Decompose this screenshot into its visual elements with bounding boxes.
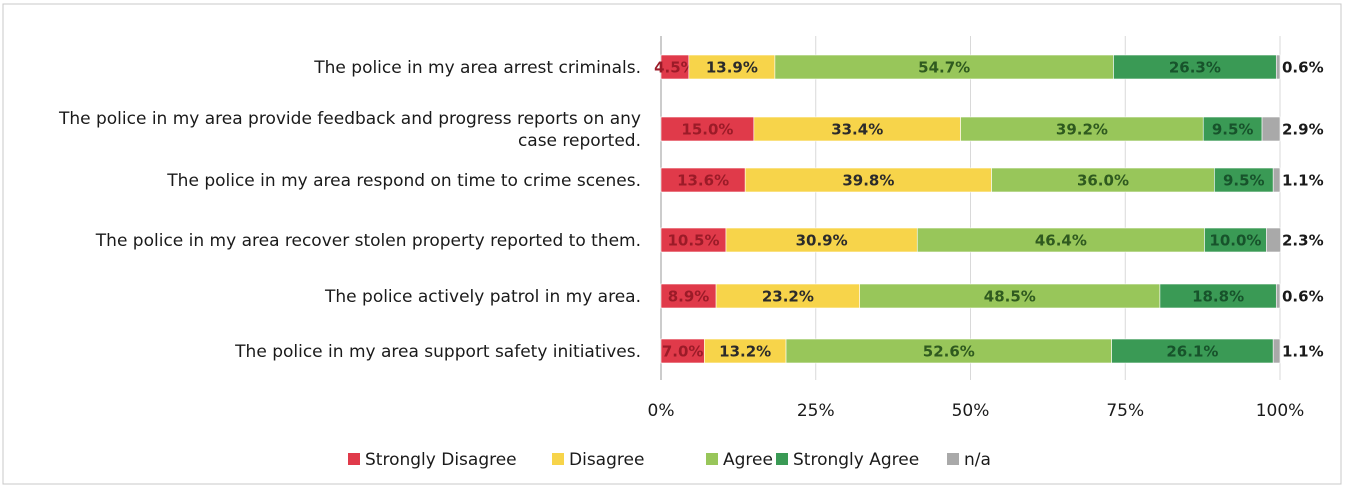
category-label: The police actively patrol in my area.: [324, 287, 641, 307]
x-tick-label: 75%: [1106, 401, 1144, 421]
bar-segment: [660, 283, 717, 309]
x-axis-tick-labels: 0% 25% 50% 75% 100%: [648, 401, 1305, 421]
category-label: The police in my area provide feedback a…: [58, 109, 641, 129]
bar-value-label: 26.3%: [1169, 59, 1221, 77]
x-tick-label: 25%: [797, 401, 835, 421]
bar-value-label: 10.5%: [667, 232, 719, 250]
category-label: The police in my area support safety ini…: [234, 342, 641, 362]
bar-segment: [785, 338, 1112, 364]
bar-segment: [660, 54, 690, 80]
category-labels: The police in my area arrest criminals. T…: [58, 58, 641, 362]
bar-value-label: 0.6%: [1282, 59, 1324, 77]
bar-value-label: 9.5%: [1212, 121, 1254, 139]
bar-value-label: 18.8%: [1192, 288, 1244, 306]
bar-segment: [725, 227, 918, 253]
bar-segment: [774, 54, 1114, 80]
legend-label: Agree: [723, 450, 773, 470]
bar-segment: [1275, 283, 1281, 309]
bar-value-label: 1.1%: [1282, 172, 1324, 190]
bar-segment: [1261, 116, 1281, 142]
bar-value-label: 1.1%: [1282, 343, 1324, 361]
bar-segment: [1272, 167, 1281, 193]
bar-value-label: 4.5%: [654, 59, 696, 77]
bar-segment: [660, 167, 746, 193]
bar-segment: [1266, 227, 1281, 253]
bar-segment: [715, 283, 860, 309]
legend-swatch: [776, 453, 788, 465]
bar-value-label: 13.2%: [719, 343, 771, 361]
bar-segment: [916, 227, 1205, 253]
legend-label: Disagree: [569, 450, 644, 470]
bar-value-label: 2.9%: [1282, 121, 1324, 139]
bar-segment: [960, 116, 1204, 142]
legend-swatch: [706, 453, 718, 465]
legend-swatch: [552, 453, 564, 465]
bar-value-label: 36.0%: [1077, 172, 1129, 190]
bar-value-label: 54.7%: [918, 59, 970, 77]
bar-segment: [660, 116, 755, 142]
legend-swatch: [348, 453, 360, 465]
gridlines: [660, 36, 1281, 380]
bar-value-label: 13.9%: [706, 59, 758, 77]
bar-value-label: 48.5%: [984, 288, 1036, 306]
bar-segment: [1202, 116, 1263, 142]
bar-value-label: 39.8%: [842, 172, 894, 190]
bar-segment: [688, 54, 776, 80]
bar-value-label: 10.0%: [1209, 232, 1261, 250]
bar-value-label: 26.1%: [1166, 343, 1218, 361]
bar-value-label: 23.2%: [762, 288, 814, 306]
x-tick-label: 50%: [952, 401, 990, 421]
legend-label: n/a: [964, 450, 991, 470]
bar-segment: [991, 167, 1215, 193]
bar-value-label: 2.3%: [1282, 232, 1324, 250]
bar-value-label: 8.9%: [668, 288, 710, 306]
bar-segment: [1111, 338, 1274, 364]
bar-segment: [859, 283, 1161, 309]
bar-value-label: 52.6%: [923, 343, 975, 361]
bar-segment: [660, 227, 727, 253]
bar-value-label: 46.4%: [1035, 232, 1087, 250]
bar-value-label: 0.6%: [1282, 288, 1324, 306]
x-tick-label: 0%: [648, 401, 675, 421]
category-label: The police in my area respond on time to…: [166, 171, 641, 191]
x-tick-label: 100%: [1256, 401, 1305, 421]
bar-value-label: 30.9%: [796, 232, 848, 250]
bar-segment: [1275, 54, 1281, 80]
bar-value-label: 9.5%: [1223, 172, 1265, 190]
bar-segment: [1214, 167, 1274, 193]
bar-value-label: 39.2%: [1056, 121, 1108, 139]
legend-swatch: [947, 453, 959, 465]
bar-segment: [744, 167, 992, 193]
bar-segment: [1113, 54, 1277, 80]
legend-label: Strongly Agree: [793, 450, 919, 470]
bar-segment: [1272, 338, 1281, 364]
bar-segment: [753, 116, 961, 142]
bar-segment: [1159, 283, 1277, 309]
bar-segment: [660, 338, 705, 364]
legend-label: Strongly Disagree: [365, 450, 517, 470]
bar-value-label: 33.4%: [831, 121, 883, 139]
legend: Strongly Disagree Disagree Agree Strongly A…: [348, 450, 991, 470]
bar-segment: [1204, 227, 1267, 253]
bars: 4.5% 13.9% 54.7% 26.3% 0.6% 15.0% 33.4% 39.2% 9.…: [654, 54, 1324, 364]
category-label: The police in my area recover stolen pro…: [95, 231, 641, 251]
bar-value-label: 15.0%: [681, 121, 733, 139]
bar-value-label: 13.6%: [677, 172, 729, 190]
category-label: case reported.: [518, 131, 641, 151]
category-label: The police in my area arrest criminals.: [313, 58, 641, 78]
bar-value-label: 7.0%: [662, 343, 704, 361]
